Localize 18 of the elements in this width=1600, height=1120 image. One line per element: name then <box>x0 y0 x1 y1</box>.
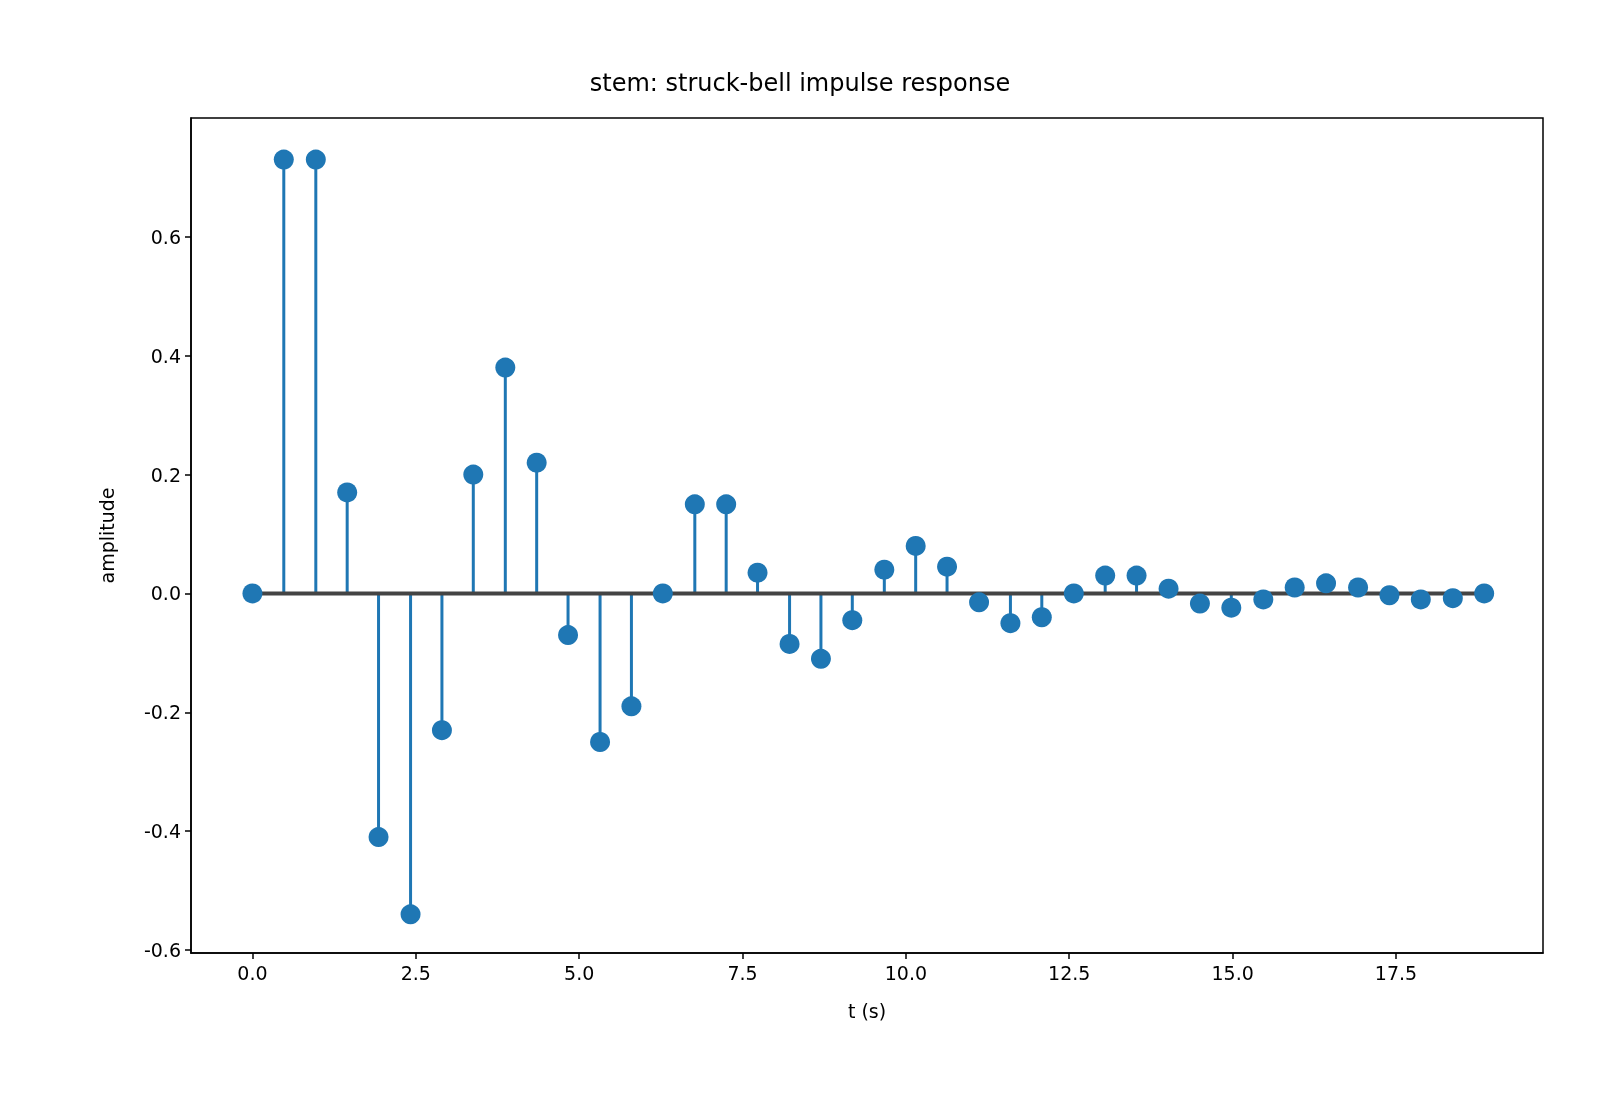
y-axis-title: amplitude <box>95 487 118 584</box>
chart-title: stem: struck-bell impulse response <box>589 69 1011 97</box>
y-tick-label: -0.4 <box>143 820 181 843</box>
y-tick-label: 0.2 <box>150 463 181 486</box>
x-tick-label: 17.5 <box>1374 961 1418 984</box>
y-tick-label: 0.6 <box>150 225 181 248</box>
y-tick-label: 0.4 <box>150 344 181 367</box>
y-tick-label: 0.0 <box>150 582 181 605</box>
x-tick-label: 15.0 <box>1211 961 1254 984</box>
x-tick-label: 2.5 <box>400 961 431 984</box>
y-tick-label: -0.2 <box>143 701 181 724</box>
x-tick-label: 7.5 <box>727 961 758 984</box>
x-tick-label: 0.0 <box>237 961 268 984</box>
x-tick-label: 12.5 <box>1048 961 1091 984</box>
x-axis-title: t (s) <box>847 999 887 1022</box>
y-tick-label: -0.6 <box>143 939 181 962</box>
x-tick-label: 10.0 <box>884 961 928 984</box>
x-tick-label: 5.0 <box>564 961 595 984</box>
